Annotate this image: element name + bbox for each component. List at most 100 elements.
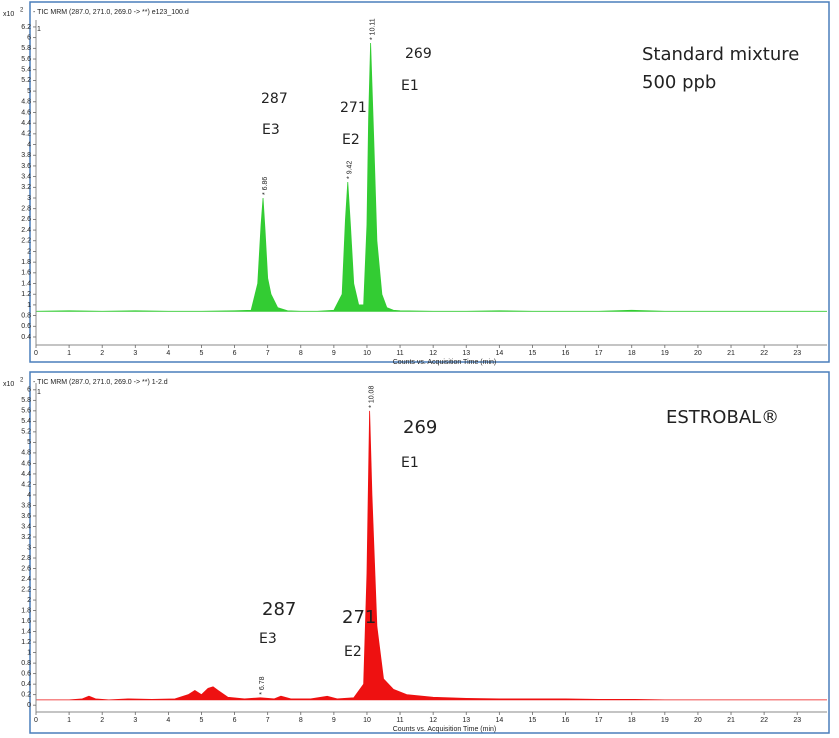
x-tick-label: 21 [727,717,735,724]
annotation: 271 [340,100,367,116]
y-tick-label: 2.8 [21,206,31,213]
x-tick-label: 19 [661,717,669,724]
annotation: E2 [344,644,362,660]
y-tick-label: 4.4 [21,120,31,127]
y-tick-label: 5.2 [21,429,31,436]
annotation: E1 [401,78,419,94]
y-tick-label: 5.4 [21,67,31,74]
y-tick-label: 6 [27,387,31,394]
x-axis-label: Counts vs. Acquisition Time (min) [393,726,496,733]
annotation: 269 [403,417,437,438]
x-tick-label: 22 [760,350,768,357]
y-tick-label: 1.2 [21,639,31,646]
x-tick-label: 14 [495,350,503,357]
y-tick-label: 4 [27,492,31,499]
y-tick-label: 0.6 [21,323,31,330]
x-tick-label: 11 [396,350,403,357]
x-tick-label: 9 [332,350,336,357]
y-tick-label: 3.4 [21,173,31,180]
annotation: E1 [401,455,419,471]
x-tick-label: 16 [562,717,570,724]
y-tick-label: 5.2 [21,77,31,84]
y-tick-label: 1.8 [21,259,31,266]
y-tick-label: 3.4 [21,523,31,530]
x-tick-label: 14 [495,717,503,724]
peak-label: * 10.11 [369,18,376,40]
panel-border [29,371,830,734]
x-tick-label: 15 [529,717,537,724]
signal-area [36,410,827,701]
y-tick-label: 2.8 [21,555,31,562]
signal-area [35,42,827,312]
y-tick-label: 5.8 [21,45,31,52]
y-tick-label: 3.8 [21,152,31,159]
x-tick-label: 8 [299,350,303,357]
annotation: 271 [342,607,376,628]
y-scale-label: x10 [3,11,14,18]
y-tick-label: 1.6 [21,270,31,277]
y-tick-label: 3 [27,544,31,551]
y-scale-exponent: 2 [20,378,24,384]
y-tick-label: 3.6 [21,163,31,170]
corner-label: 1 [37,26,41,33]
x-tick-label: 11 [396,717,403,724]
x-tick-label: 12 [429,717,437,724]
x-tick-label: 21 [727,350,735,357]
annotation: 269 [405,46,432,62]
annotation: E3 [262,122,280,138]
x-tick-label: 10 [363,350,371,357]
x-tick-label: 15 [529,350,537,357]
corner-label: 1 [37,389,41,396]
x-tick-label: 10 [363,717,371,724]
x-tick-label: 23 [793,717,801,724]
annotation: E3 [259,631,277,647]
x-tick-label: 20 [694,350,702,357]
x-tick-label: 4 [166,350,170,357]
x-tick-label: 1 [67,717,71,724]
x-tick-label: 5 [200,350,204,357]
peak-label: * 6.86 [262,177,269,195]
plot-area [36,20,827,345]
x-tick-label: 7 [266,717,270,724]
y-tick-label: 1 [27,302,31,309]
y-tick-label: 5.6 [21,56,31,63]
x-tick-label: 9 [332,717,336,724]
annotation: 500 ppb [642,72,716,93]
x-tick-label: 6 [233,350,237,357]
y-tick-label: 4.6 [21,460,31,467]
y-tick-label: 3.2 [21,534,31,541]
x-tick-label: 8 [299,717,303,724]
y-tick-label: 0.6 [21,670,31,677]
y-tick-label: 0.8 [21,312,31,319]
y-tick-label: 4.2 [21,481,31,488]
x-axis-label: Counts vs. Acquisition Time (min) [393,359,496,366]
annotation: 287 [262,599,296,620]
x-tick-label: 18 [628,350,636,357]
x-tick-label: 16 [562,350,570,357]
peak-label: * 10.08 [368,386,375,408]
chart-header: - TIC MRM (287.0, 271.0, 269.0 -> **) 1-… [33,379,168,386]
x-tick-label: 6 [233,717,237,724]
y-tick-label: 3.6 [21,513,31,520]
x-tick-label: 5 [200,717,204,724]
y-tick-label: 5 [27,88,31,95]
chart-header: - TIC MRM (287.0, 271.0, 269.0 -> **) e1… [33,9,189,16]
x-tick-label: 2 [100,717,104,724]
x-tick-label: 2 [100,350,104,357]
y-tick-label: 4.6 [21,109,31,116]
annotation: ESTROBAL® [666,407,779,428]
panel-border [29,1,830,363]
y-tick-label: 4.4 [21,471,31,478]
x-tick-label: 20 [694,717,702,724]
y-tick-label: 0.2 [21,692,31,699]
y-tick-label: 6.2 [21,24,31,31]
peak-label: * 9.42 [347,161,354,179]
x-tick-label: 0 [34,350,38,357]
y-scale-label: x10 [3,381,14,388]
y-tick-label: 1 [27,649,31,656]
y-tick-label: 2.2 [21,586,31,593]
y-tick-label: 0.4 [21,334,31,341]
y-tick-label: 4.8 [21,99,31,106]
